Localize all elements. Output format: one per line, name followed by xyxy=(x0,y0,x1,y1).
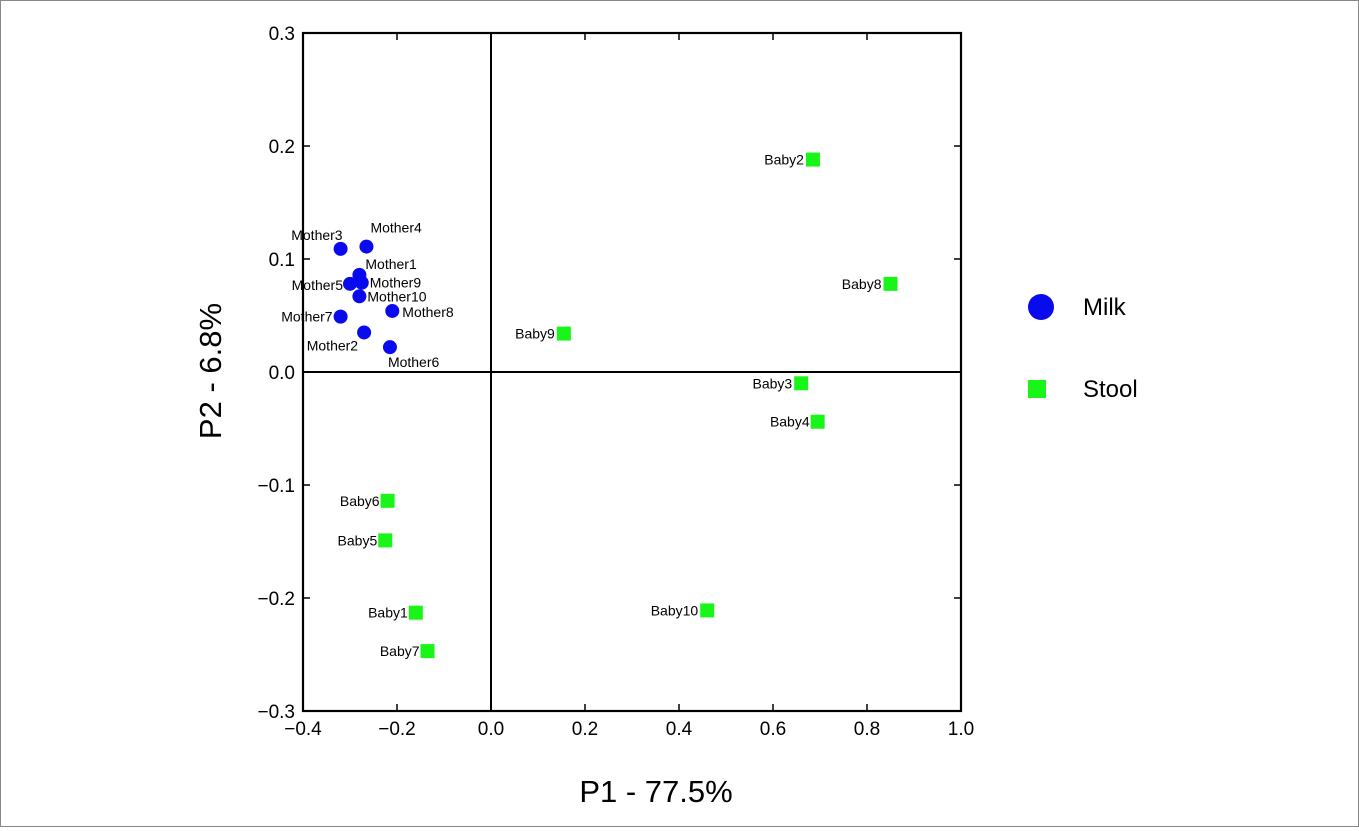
point-label-baby3: Baby3 xyxy=(752,375,792,391)
data-point-mother4 xyxy=(359,239,374,254)
legend-marker-stool xyxy=(1028,380,1046,398)
data-point-mother10 xyxy=(352,289,367,304)
data-points xyxy=(333,152,898,659)
point-label-baby2: Baby2 xyxy=(764,152,804,168)
x-tick-label: −0.2 xyxy=(378,719,416,740)
x-tick-label: 0.6 xyxy=(760,719,786,740)
legend-label-stool: Stool xyxy=(1083,376,1138,403)
point-label-mother10: Mother10 xyxy=(367,288,426,304)
x-tick-label: −0.4 xyxy=(284,719,322,740)
point-label-baby10: Baby10 xyxy=(651,602,699,618)
point-label-baby9: Baby9 xyxy=(515,326,555,342)
data-point-baby10 xyxy=(700,603,715,618)
point-label-mother3: Mother3 xyxy=(291,227,343,243)
point-label-baby5: Baby5 xyxy=(338,532,378,548)
x-tick-label: 0.8 xyxy=(854,719,880,740)
data-point-mother3 xyxy=(333,241,348,256)
point-label-baby6: Baby6 xyxy=(340,493,380,509)
data-point-baby7 xyxy=(420,644,435,659)
x-tick-label: 0.0 xyxy=(478,719,504,740)
point-label-mother8: Mother8 xyxy=(402,304,454,320)
axes: −0.4 −0.2 0.0 0.2 0.4 0.6 0.8 1.0 −0.3 −0.2 −0.1 0.… xyxy=(257,24,974,740)
x-axis-title: P1 - 77.5% xyxy=(579,774,732,809)
point-label-mother9: Mother9 xyxy=(370,275,422,291)
data-point-baby2 xyxy=(805,152,820,167)
y-tick-label: 0.1 xyxy=(269,250,295,271)
data-point-mother6 xyxy=(382,340,397,355)
point-label-baby1: Baby1 xyxy=(368,605,408,621)
point-label-baby8: Baby8 xyxy=(842,276,882,292)
legend-label-milk: Milk xyxy=(1083,294,1127,321)
data-point-mother7 xyxy=(333,309,348,324)
point-label-mother6: Mother6 xyxy=(388,354,440,370)
data-point-mother9 xyxy=(354,275,369,290)
data-point-mother5 xyxy=(343,276,357,291)
zero-lines xyxy=(303,33,961,711)
legend: Milk Stool xyxy=(1028,294,1138,403)
point-label-baby7: Baby7 xyxy=(380,643,420,659)
data-point-baby9 xyxy=(556,326,571,341)
x-tick-label: 0.2 xyxy=(572,719,598,740)
y-axis-title: P2 - 6.8% xyxy=(193,303,228,439)
data-point-baby1 xyxy=(408,605,423,620)
data-point-mother8 xyxy=(385,303,400,318)
data-point-baby5 xyxy=(378,533,393,548)
point-label-mother4: Mother4 xyxy=(370,220,422,236)
point-labels: Mother1 Mother2 Mother3 Mother4 Mother5 Mothe… xyxy=(281,152,881,660)
y-tick-label: −0.2 xyxy=(257,589,295,610)
point-label-baby4: Baby4 xyxy=(770,414,810,430)
y-tick-label: −0.3 xyxy=(257,702,295,723)
point-label-mother7: Mother7 xyxy=(281,309,333,325)
data-point-baby6 xyxy=(380,493,395,508)
legend-marker-milk xyxy=(1028,294,1054,320)
data-point-baby4 xyxy=(810,414,825,429)
x-tick-label: 0.4 xyxy=(666,719,693,740)
point-label-mother5: Mother5 xyxy=(292,277,344,293)
y-tick-label: 0.3 xyxy=(269,24,295,45)
data-point-mother2 xyxy=(357,325,372,340)
data-point-baby8 xyxy=(883,276,898,291)
y-tick-label: 0.2 xyxy=(269,137,295,158)
y-tick-label: 0.0 xyxy=(269,363,295,384)
y-tick-label: −0.1 xyxy=(257,476,295,497)
x-tick-label: 1.0 xyxy=(948,719,974,740)
point-label-mother1: Mother1 xyxy=(365,256,417,272)
data-point-baby3 xyxy=(794,376,809,391)
point-label-mother2: Mother2 xyxy=(307,337,359,353)
